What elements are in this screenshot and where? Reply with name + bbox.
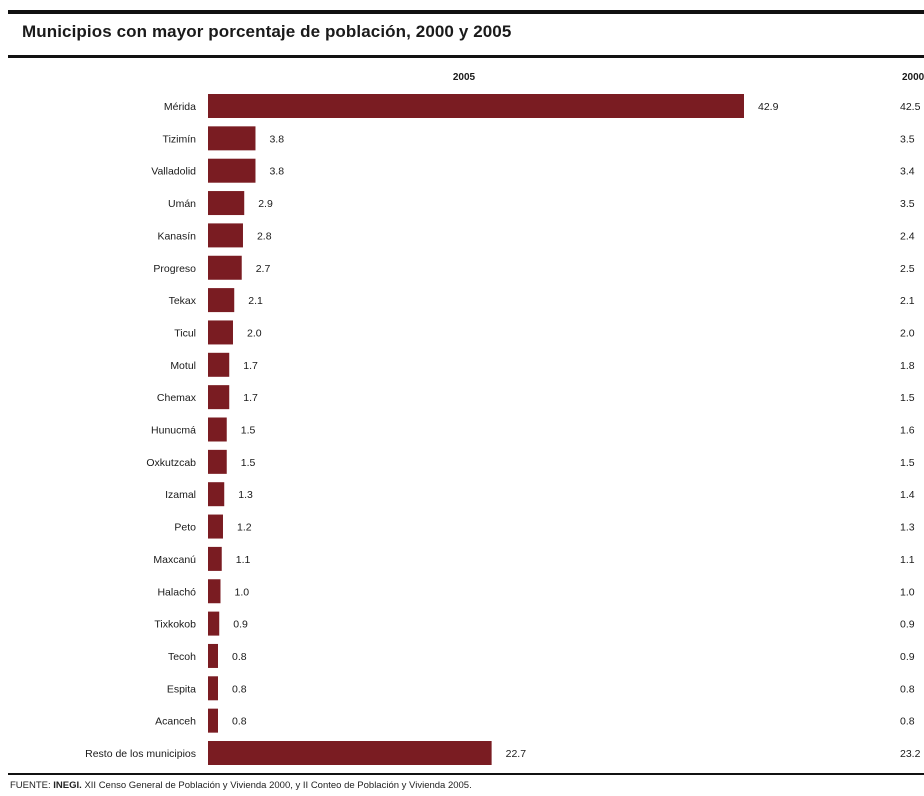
data-label-2000: 1.4 — [900, 489, 915, 501]
bar-2005 — [208, 741, 492, 765]
data-label-2000: 3.4 — [900, 166, 915, 178]
category-label: Mérida — [164, 101, 196, 113]
bar-2005 — [208, 385, 230, 410]
data-label-2000: 3.5 — [900, 133, 915, 145]
category-label: Chemax — [157, 392, 197, 404]
data-label-2005: 1.3 — [238, 489, 253, 501]
bar-2005 — [208, 417, 227, 442]
series-header-2000: 2000 — [902, 72, 924, 83]
bar-2005 — [208, 255, 242, 280]
data-label-2000: 1.1 — [900, 554, 915, 566]
data-label-2000: 1.6 — [900, 425, 915, 437]
data-label-2005: 0.8 — [232, 651, 247, 663]
bar-2005 — [208, 288, 235, 313]
category-label: Tekax — [169, 295, 197, 307]
data-label-2000: 3.5 — [900, 198, 915, 210]
data-label-2005: 1.7 — [243, 360, 258, 372]
bar-2005 — [208, 579, 221, 604]
data-label-2005: 2.0 — [247, 327, 262, 339]
bar-2005 — [208, 223, 243, 248]
data-label-2000: 23.2 — [900, 748, 921, 760]
bar-2005 — [208, 676, 218, 701]
category-label: Peto — [174, 522, 196, 534]
bar-2005 — [208, 94, 744, 118]
bar-2005 — [208, 482, 225, 507]
category-label: Izamal — [165, 489, 196, 501]
bar-2005 — [208, 320, 233, 345]
data-label-2000: 1.5 — [900, 457, 915, 469]
data-label-2005: 0.8 — [232, 716, 247, 728]
data-label-2000: 0.9 — [900, 619, 915, 631]
data-label-2005: 2.9 — [258, 198, 273, 210]
bar-2005 — [208, 708, 218, 733]
category-label: Resto de los municipios — [85, 748, 196, 760]
data-label-2000: 2.5 — [900, 263, 915, 275]
data-label-2005: 2.7 — [256, 263, 271, 275]
data-label-2005: 1.0 — [234, 586, 249, 598]
category-label: Progreso — [153, 263, 196, 275]
data-label-2005: 2.8 — [257, 230, 272, 242]
bar-2005 — [208, 546, 222, 571]
data-label-2000: 42.5 — [900, 101, 921, 113]
category-label: Ticul — [174, 327, 196, 339]
bar-2005 — [208, 158, 256, 183]
source-prefix: FUENTE: — [10, 780, 51, 791]
data-label-2005: 42.9 — [758, 101, 779, 113]
category-label: Tixkokob — [154, 619, 196, 631]
bar-2005 — [208, 514, 223, 539]
data-label-2005: 0.9 — [233, 619, 248, 631]
category-label: Tecoh — [168, 651, 196, 663]
bar-2005 — [208, 643, 218, 668]
category-label: Acanceh — [155, 716, 196, 728]
header-rule — [8, 55, 924, 58]
data-label-2000: 2.0 — [900, 327, 915, 339]
data-label-2000: 2.4 — [900, 230, 915, 242]
data-label-2005: 1.7 — [243, 392, 258, 404]
source-org: INEGI. — [53, 780, 82, 791]
bar-2005 — [208, 352, 230, 377]
data-label-2000: 0.8 — [900, 716, 915, 728]
category-label: Oxkutzcab — [146, 457, 196, 469]
data-label-2005: 1.5 — [241, 425, 256, 437]
data-label-2005: 1.5 — [241, 457, 256, 469]
data-label-2000: 1.5 — [900, 392, 915, 404]
data-label-2005: 2.1 — [248, 295, 263, 307]
data-label-2000: 0.8 — [900, 683, 915, 695]
chart-title: Municipios con mayor porcentaje de pobla… — [22, 22, 512, 41]
bar-chart: 2005 2000 Mérida 42.9 42.5 Tizimín 3.8 3.5 Valla… — [85, 72, 924, 765]
category-label: Halachó — [157, 586, 196, 598]
bar-2005 — [208, 126, 256, 151]
category-label: Motul — [170, 360, 196, 372]
category-label: Espita — [167, 683, 196, 695]
category-label: Tizimín — [163, 133, 197, 145]
data-label-2005: 1.2 — [237, 522, 252, 534]
category-label: Hunucmá — [151, 425, 196, 437]
category-label: Umán — [168, 198, 196, 210]
bottom-rule — [8, 773, 924, 775]
data-label-2000: 1.8 — [900, 360, 915, 372]
bar-2005 — [208, 191, 245, 216]
data-label-2000: 1.0 — [900, 586, 915, 598]
top-rule — [8, 10, 924, 14]
data-label-2005: 3.8 — [269, 133, 284, 145]
data-label-2005: 22.7 — [506, 748, 527, 760]
category-label: Maxcanú — [153, 554, 196, 566]
data-label-2000: 0.9 — [900, 651, 915, 663]
bar-2005 — [208, 611, 220, 636]
data-label-2000: 1.3 — [900, 522, 915, 534]
series-header-2005: 2005 — [453, 72, 476, 83]
source-text: XII Censo General de Población y Viviend… — [84, 780, 472, 791]
source-note: FUENTE: INEGI. XII Censo General de Pobl… — [10, 780, 472, 791]
bar-2005 — [208, 449, 227, 474]
data-label-2005: 3.8 — [269, 166, 284, 178]
category-label: Valladolid — [151, 166, 196, 178]
category-label: Kanasín — [157, 230, 196, 242]
data-label-2005: 0.8 — [232, 683, 247, 695]
data-label-2000: 2.1 — [900, 295, 915, 307]
data-label-2005: 1.1 — [236, 554, 251, 566]
